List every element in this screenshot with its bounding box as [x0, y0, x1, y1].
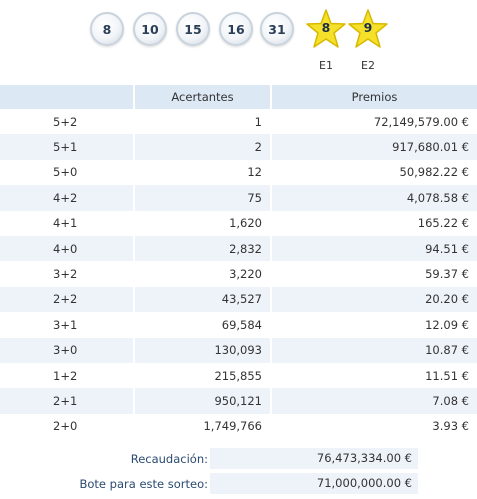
- prize-cell: 20.20 €: [270, 286, 477, 313]
- category-cell: 5+2: [53, 114, 78, 129]
- category-cell: 3+2: [53, 267, 78, 282]
- prize-cell: 72,149,579.00 €: [270, 109, 477, 135]
- ball-number: 8: [90, 12, 124, 46]
- winning-combination: 8 10 15 16 31 8 E1 9 E2: [90, 8, 410, 86]
- prize-cell: 50,982.22 €: [270, 159, 477, 186]
- category-cell: 2+2: [0, 286, 134, 313]
- table-row: 2+2 43,527 20.20 €: [0, 286, 477, 313]
- winners-cell: 950,121: [133, 388, 271, 414]
- category-cell: 3+1: [53, 317, 78, 332]
- table-row: 3+2 3,220 59.37 €: [0, 261, 477, 287]
- table-row: 5+0 12 50,982.22 €: [0, 159, 477, 186]
- category-cell: 4+1: [53, 216, 78, 231]
- jackpot-label: Bote para este sorteo:: [79, 477, 209, 491]
- lucky-star-1: 8: [305, 8, 347, 50]
- prize-cell: 10.87 €: [270, 337, 477, 363]
- collection-value: 76,473,334.00 €: [210, 448, 418, 469]
- star-icon: [348, 9, 388, 48]
- table-row: 5+1 2 917,680.01 €: [0, 134, 477, 160]
- category-cell: 5+0: [53, 165, 78, 180]
- header-prize: Premios: [270, 85, 477, 109]
- table-row: 4+2 75 4,078.58 €: [0, 185, 477, 211]
- winners-cell: 3,220: [133, 261, 271, 287]
- winners-cell: 1,620: [133, 210, 271, 236]
- prize-cell: 4,078.58 €: [270, 185, 477, 211]
- collection-label: Recaudación:: [130, 452, 208, 466]
- star-number: 9: [363, 20, 373, 35]
- table-row: 3+1 69,584 12.09 €: [0, 312, 477, 338]
- table-row: 5+2 1 72,149,579.00 €: [0, 109, 477, 135]
- ball-number: 16: [219, 12, 253, 46]
- prize-cell: 917,680.01 €: [270, 134, 477, 160]
- ball-number: 10: [133, 12, 167, 46]
- category-cell: 5+1: [0, 134, 134, 160]
- header-category: [0, 85, 134, 109]
- winners-cell: 75: [133, 185, 271, 211]
- winners-cell: 43,527: [133, 286, 271, 313]
- winners-cell: 1: [133, 109, 271, 135]
- winners-cell: 2: [133, 134, 271, 160]
- winners-cell: 1,749,766: [133, 413, 271, 440]
- jackpot-value: 71,000,000.00 €: [210, 473, 418, 494]
- winners-cell: 2,832: [133, 235, 271, 262]
- table-header-row: Acertantes Premios: [0, 85, 477, 109]
- header-winners: Acertantes: [133, 85, 271, 109]
- category-cell: 4+2: [0, 185, 134, 211]
- category-cell: 2+0: [53, 419, 78, 434]
- lucky-star-2: 9: [347, 8, 389, 50]
- category-cell: 1+2: [53, 368, 78, 383]
- table-row: 3+0 130,093 10.87 €: [0, 337, 477, 363]
- table-row: 4+1 1,620 165.22 €: [0, 210, 477, 236]
- draw-summary: Recaudación: 76,473,334.00 € Bote para e…: [0, 446, 477, 496]
- jackpot-row: Bote para este sorteo: 71,000,000.00 €: [0, 471, 477, 496]
- prize-cell: 3.93 €: [270, 413, 477, 440]
- category-cell: 3+0: [0, 337, 134, 363]
- star-icon: [306, 9, 346, 48]
- ball-number: 15: [176, 12, 210, 46]
- collection-row: Recaudación: 76,473,334.00 €: [0, 446, 477, 471]
- table-row: 2+1 950,121 7.08 €: [0, 388, 477, 414]
- ball-number: 31: [260, 12, 294, 46]
- table-row: 2+0 1,749,766 3.93 €: [0, 413, 477, 440]
- winners-cell: 12: [133, 159, 271, 186]
- star-number: 8: [321, 20, 331, 35]
- category-cell: 4+0: [0, 235, 134, 262]
- star-label: E2: [361, 59, 375, 72]
- prize-cell: 94.51 €: [270, 235, 477, 262]
- prize-cell: 165.22 €: [270, 210, 477, 236]
- category-cell: 2+1: [0, 388, 134, 414]
- prize-cell: 11.51 €: [270, 362, 477, 389]
- table-row: 4+0 2,832 94.51 €: [0, 235, 477, 262]
- winners-cell: 215,855: [133, 362, 271, 389]
- winners-cell: 130,093: [133, 337, 271, 363]
- star-label: E1: [319, 59, 333, 72]
- prize-cell: 12.09 €: [270, 312, 477, 338]
- prize-cell: 7.08 €: [270, 388, 477, 414]
- prize-cell: 59.37 €: [270, 261, 477, 287]
- prize-table: Acertantes Premios 5+2 1 72,149,579.00 € 5…: [0, 85, 477, 440]
- table-row: 1+2 215,855 11.51 €: [0, 362, 477, 389]
- winners-cell: 69,584: [133, 312, 271, 338]
